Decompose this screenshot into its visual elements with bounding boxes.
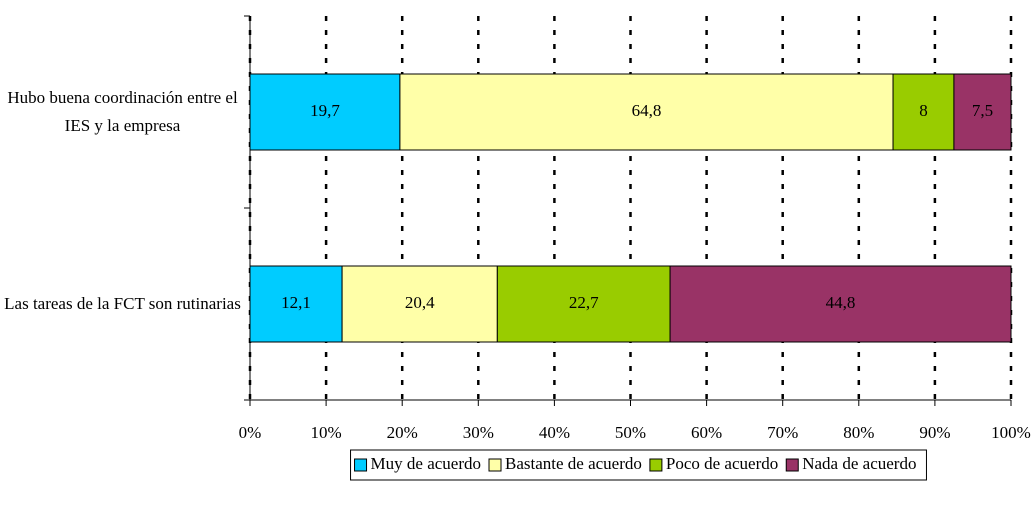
legend-swatch [488,458,502,472]
bar-segment [953,73,1012,151]
legend-swatch [354,458,368,472]
legend-label: Muy de acuerdo [371,454,481,473]
x-tick-label: 80% [843,423,874,442]
x-tick-label: 60% [691,423,722,442]
x-tick-label: 0% [239,423,262,442]
value-label: 7,5 [972,101,993,120]
value-label: 8 [919,101,928,120]
legend-box [350,449,927,481]
legend-swatch [649,458,663,472]
value-label: 44,8 [826,293,856,312]
legend-label: Nada de acuerdo [802,454,916,473]
x-tick-label: 30% [463,423,494,442]
bar-segment [892,73,955,151]
legend-label: Bastante de acuerdo [505,454,642,473]
y-tick-label: Hubo buena coordinación entre el IES y l… [7,88,238,135]
category-label: Hubo buena coordinación entre el IES y l… [7,88,238,135]
bar-segment [496,265,671,343]
value-label: 22,7 [569,293,599,312]
category-label: Las tareas de la FCT son rutinarias [4,294,241,313]
x-tick-label: 40% [539,423,570,442]
bar-segment [399,73,894,151]
legend-swatch [785,458,799,472]
x-tick-label: 100% [991,423,1031,442]
legend-label: Poco de acuerdo [666,454,778,473]
value-label: 64,8 [632,101,662,120]
value-label: 19,7 [310,101,340,120]
x-tick-label: 90% [919,423,950,442]
bar-segment [341,265,498,343]
bar-segment [249,73,401,151]
y-tick-label: Las tareas de la FCT son rutinarias [4,294,241,313]
x-tick-label: 20% [387,423,418,442]
bar-segment [249,265,343,343]
x-tick-label: 10% [311,423,342,442]
bar-segment [669,265,1012,343]
value-label: 20,4 [405,293,435,312]
x-tick-label: 50% [615,423,646,442]
x-tick-label: 70% [767,423,798,442]
value-label: 12,1 [281,293,311,312]
